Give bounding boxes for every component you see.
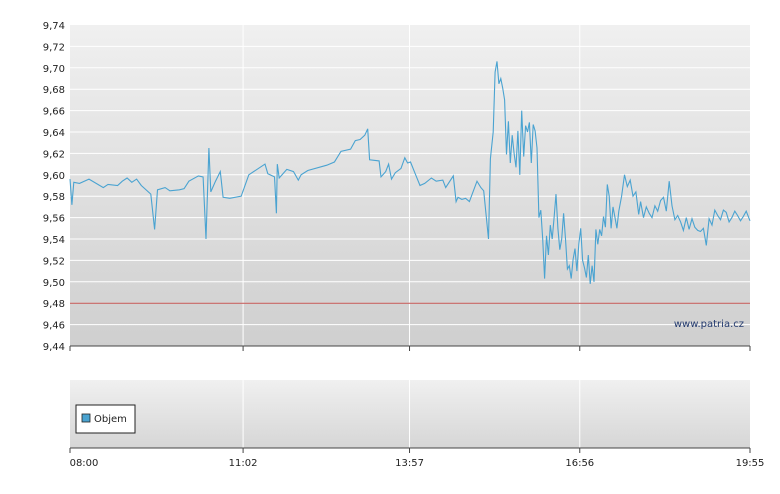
legend-label: Objem (94, 414, 127, 425)
y-tick-label: 9,52 (43, 256, 65, 267)
y-tick-label: 9,60 (43, 171, 65, 182)
y-tick-label: 9,56 (43, 214, 65, 225)
y-tick-label: 9,44 (43, 342, 65, 353)
y-tick-label: 9,70 (43, 64, 65, 75)
vertical-gridlines (242, 25, 581, 346)
y-axis-ticks: 9,74 9,72 9,70 9,68 9,66 9,64 9,62 9,60 9,58 9,56… (43, 21, 65, 353)
volume-panel: Objem (70, 380, 750, 449)
price-panel: 9,74 9,72 9,70 9,68 9,66 9,64 9,62 9,60 9,58 9,56… (43, 21, 751, 353)
y-tick-label: 9,58 (43, 192, 65, 203)
x-tick-label: 16:56 (565, 458, 594, 469)
x-axis-ticks: 08:00 11:02 13:57 16:56 19:55 (69, 346, 765, 469)
x-tick-label: 19:55 (736, 458, 765, 469)
x-tick-label: 08:00 (70, 458, 99, 469)
y-tick-label: 9,74 (43, 21, 65, 32)
legend-swatch-icon (81, 413, 91, 423)
y-tick-label: 9,72 (43, 42, 65, 53)
y-tick-label: 9,48 (43, 299, 65, 310)
y-tick-label: 9,68 (43, 85, 65, 96)
price-series-line (69, 61, 751, 284)
legend: Objem (75, 404, 136, 434)
y-tick-label: 9,46 (43, 321, 65, 332)
x-tick-label: 11:02 (229, 458, 258, 469)
y-tick-label: 9,62 (43, 149, 65, 160)
y-tick-label: 9,54 (43, 235, 65, 246)
watermark: www.patria.cz (674, 319, 744, 330)
y-tick-label: 9,66 (43, 107, 65, 118)
y-tick-label: 9,50 (43, 278, 65, 289)
volume-vertical-gridlines (242, 380, 581, 448)
y-tick-label: 9,64 (43, 128, 65, 139)
x-tick-label: 13:57 (395, 458, 424, 469)
